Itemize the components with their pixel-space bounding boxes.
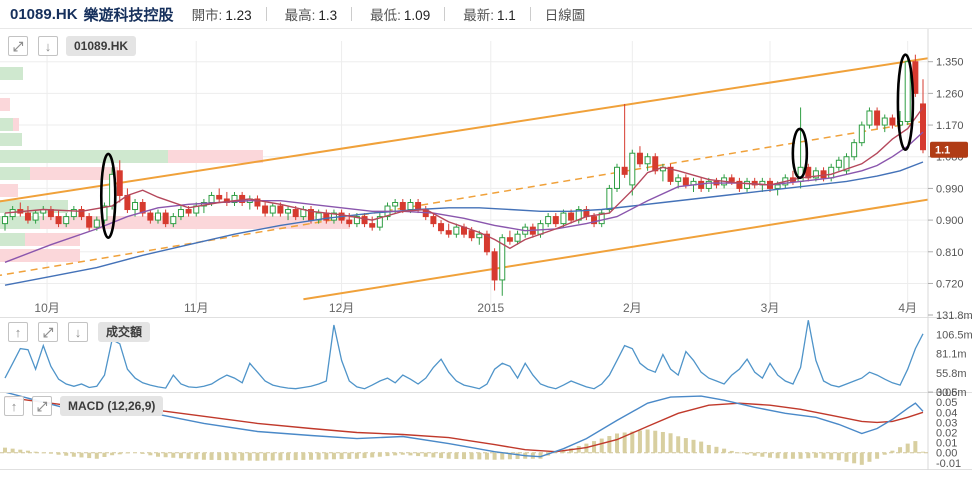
svg-text:1.170: 1.170 (936, 120, 964, 132)
macd-indicator-tag[interactable]: MACD (12,26,9) (60, 396, 164, 416)
svg-text:1.260: 1.260 (936, 88, 964, 100)
svg-text:0.05: 0.05 (936, 397, 957, 409)
svg-text:0.810: 0.810 (936, 247, 964, 259)
last-price-badge (930, 141, 968, 158)
volume-indicator-tag[interactable]: 成交額 (98, 322, 151, 342)
divider (265, 7, 267, 21)
symbol-tag[interactable]: 01089.HK (66, 36, 137, 56)
expand-icon[interactable]: ⤢ (38, 322, 58, 342)
last-label: 最新: (463, 8, 494, 23)
svg-text:-0.01: -0.01 (936, 458, 961, 470)
svg-text:0.06: 0.06 (936, 387, 957, 399)
svg-text:0.02: 0.02 (936, 428, 957, 440)
svg-text:1.350: 1.350 (936, 57, 964, 69)
move-down-icon[interactable]: ↓ (68, 322, 88, 342)
svg-text:0.00: 0.00 (936, 448, 957, 460)
divider (529, 7, 531, 21)
svg-text:4月: 4月 (898, 301, 917, 315)
svg-text:2015: 2015 (477, 301, 504, 315)
high-value: 1.3 (318, 8, 338, 23)
expand-icon[interactable]: ⤢ (8, 36, 28, 56)
last-field: 最新: 1.1 (463, 4, 516, 24)
stock-symbol: 01089.HK (10, 5, 78, 23)
svg-text:30.5m: 30.5m (936, 387, 967, 399)
svg-text:2月: 2月 (623, 301, 642, 315)
move-up-icon[interactable]: ↑ (4, 396, 24, 416)
svg-text:55.8m: 55.8m (936, 368, 967, 380)
last-value: 1.1 (496, 8, 516, 23)
svg-text:12月: 12月 (329, 301, 354, 315)
svg-text:10月: 10月 (34, 301, 59, 315)
svg-text:0.900: 0.900 (936, 215, 964, 227)
divider (444, 7, 446, 21)
svg-text:0.720: 0.720 (936, 278, 964, 290)
svg-text:3月: 3月 (761, 301, 780, 315)
open-field: 開市: 1.23 (192, 4, 252, 24)
high-field: 最高: 1.3 (285, 4, 338, 24)
stock-name: 樂遊科技控股 (83, 6, 174, 24)
svg-text:0.04: 0.04 (936, 407, 957, 419)
low-value: 1.09 (403, 8, 431, 23)
svg-text:0.990: 0.990 (936, 183, 964, 195)
open-value: 1.23 (225, 8, 252, 23)
header-bar: 01089.HK 樂遊科技控股 開市: 1.23 最高: 1.3 最低: 1.09 最… (0, 0, 972, 28)
svg-text:106.5m: 106.5m (936, 329, 972, 341)
svg-text:0.03: 0.03 (936, 417, 957, 429)
high-label: 最高: (284, 8, 316, 23)
chart-period-label[interactable]: 日線圖 (544, 8, 586, 23)
low-label: 最低: (370, 8, 401, 23)
svg-text:131.8m: 131.8m (936, 310, 972, 322)
open-label: 開市: (191, 8, 223, 23)
svg-text:81.1m: 81.1m (936, 349, 967, 361)
move-down-icon[interactable]: ↓ (38, 36, 58, 56)
low-field: 最低: 1.09 (370, 4, 430, 24)
svg-text:11月: 11月 (184, 301, 208, 315)
svg-text:1.1: 1.1 (935, 145, 950, 157)
svg-text:0.01: 0.01 (936, 438, 957, 450)
expand-icon[interactable]: ⤢ (32, 396, 52, 416)
divider (351, 7, 353, 21)
move-up-icon[interactable]: ↑ (8, 322, 28, 342)
